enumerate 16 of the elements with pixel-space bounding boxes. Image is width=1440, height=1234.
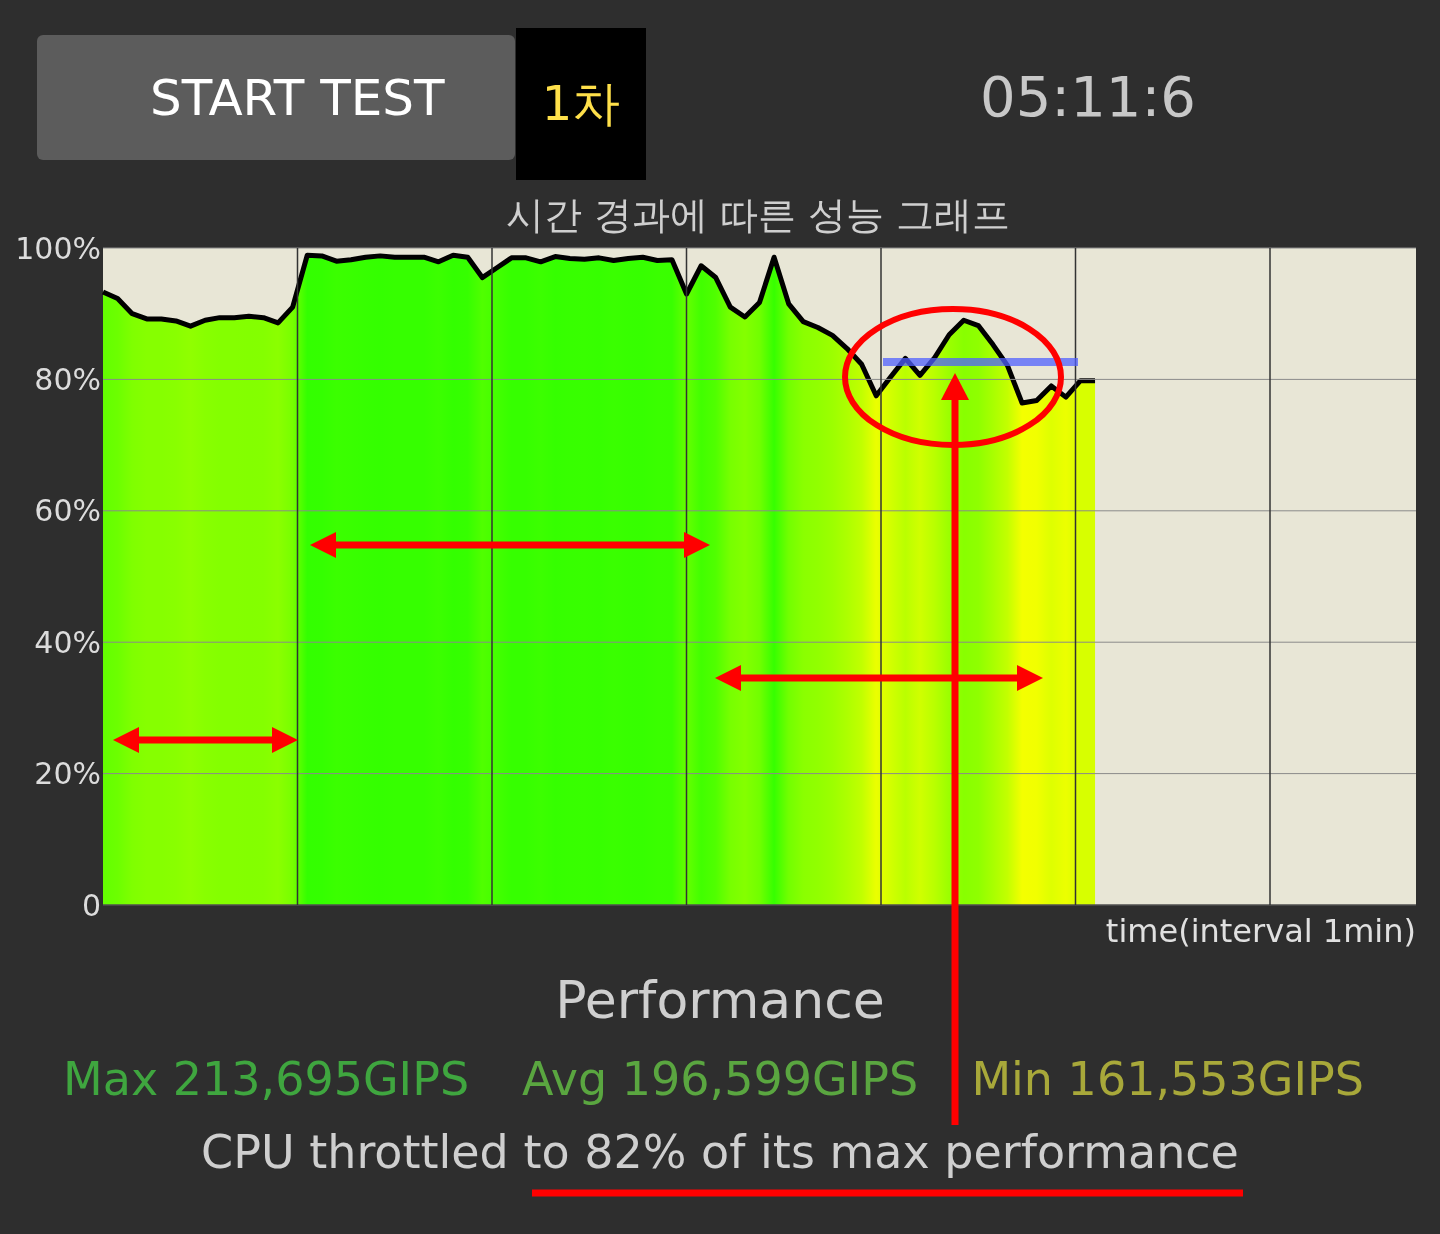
text: Min 161,553GIPS [971, 1052, 1364, 1106]
y-tick-label: 40% [34, 624, 101, 660]
y-tick-label: 80% [34, 361, 101, 397]
text: 05:11:6 [980, 64, 1196, 129]
text: Performance [555, 970, 885, 1030]
y-tick-label: 0 [81, 887, 101, 923]
text: Max 213,695GIPS [63, 1052, 470, 1106]
text: 1차 [541, 75, 621, 131]
x-axis-title: time(interval 1min) [1105, 912, 1416, 950]
text: CPU throttled to 82% of its max performance [201, 1125, 1239, 1179]
text: Avg 196,599GIPS [521, 1052, 919, 1106]
y-tick-label: 20% [34, 756, 101, 792]
text: START TEST [150, 69, 446, 127]
y-tick-label: 60% [34, 493, 101, 529]
chart-title: 시간 경과에 따른 성능 그래프 [505, 193, 1011, 237]
y-tick-label: 100% [15, 230, 101, 266]
